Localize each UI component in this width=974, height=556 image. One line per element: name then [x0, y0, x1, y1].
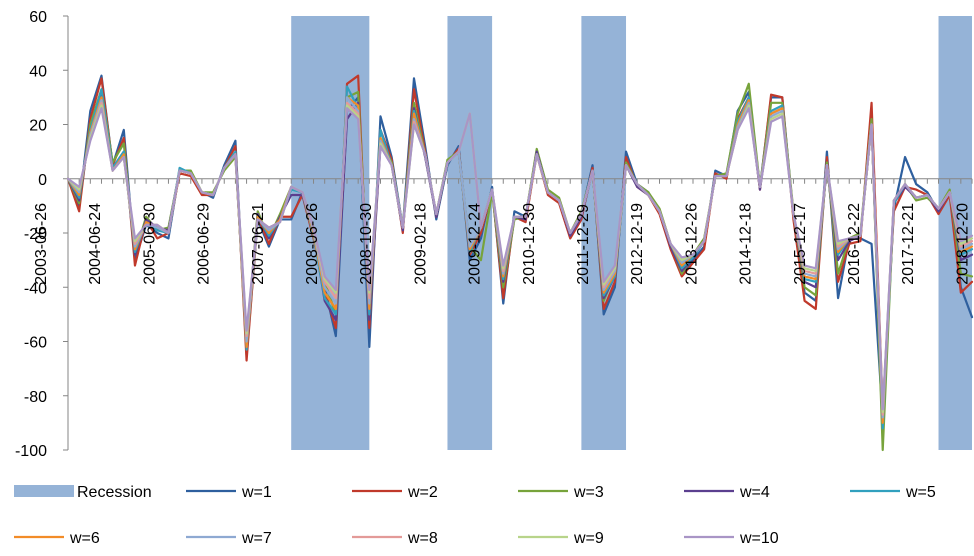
- y-tick-label: -100: [15, 443, 47, 460]
- legend-label-w10: w=10: [739, 530, 779, 547]
- x-tick-label: 2016-12-22: [846, 203, 863, 285]
- y-tick-label: 0: [38, 172, 47, 189]
- series-line-w10: [66, 107, 974, 411]
- y-tick-label: -40: [24, 280, 47, 297]
- x-tick-label: 2018-12-20: [954, 203, 971, 285]
- x-tick-label: 2006-06-29: [196, 203, 213, 285]
- x-tick-label: 2003-06-26: [33, 203, 50, 285]
- x-tick-label: 2012-12-19: [629, 203, 646, 285]
- legend: Recession w=1 w=2 w=3 w=4 w=5 w=6 w=7 w=8 w=9 w=10: [14, 484, 936, 547]
- series-lines: [66, 74, 974, 452]
- y-tick-label: 20: [29, 118, 47, 135]
- y-tick-label: -80: [24, 389, 47, 406]
- legend-label-w5: w=5: [905, 484, 936, 501]
- x-tick-label: 2015-12-17: [792, 203, 809, 285]
- y-tick-label: -20: [24, 226, 47, 243]
- x-tick-label: 2008-10-30: [358, 203, 375, 285]
- legend-label-w2: w=2: [407, 484, 438, 501]
- legend-label-recession: Recession: [77, 484, 152, 501]
- x-tick-label: 2004-06-24: [87, 203, 104, 285]
- y-tick-label: -60: [24, 335, 47, 352]
- legend-label-w8: w=8: [407, 530, 438, 547]
- legend-label-w1: w=1: [241, 484, 272, 501]
- x-tick-label: 2007-06-21: [250, 203, 267, 285]
- x-tick-label: 2008-06-26: [304, 203, 321, 285]
- y-tick-labels: 60 40 20 0 -20 -40 -60 -80 -100: [15, 9, 47, 460]
- recession-band: [291, 16, 370, 450]
- legend-label-w3: w=3: [573, 484, 604, 501]
- x-tick-label: 2005-06-30: [141, 203, 158, 285]
- x-tick-label: 2014-12-18: [738, 203, 755, 285]
- y-tick-label: 40: [29, 63, 47, 80]
- x-tick-label: 2011-12-29: [575, 204, 592, 285]
- legend-label-w4: w=4: [739, 484, 770, 501]
- x-tick-label: 2010-12-30: [521, 203, 538, 285]
- legend-label-w6: w=6: [69, 530, 100, 547]
- x-tick-label: 2017-12-21: [900, 203, 917, 285]
- y-tick-label: 60: [29, 9, 47, 26]
- legend-label-w7: w=7: [241, 530, 272, 547]
- legend-swatch-recession: [14, 485, 74, 497]
- x-tick-labels: 2003-06-26 2004-06-24 2005-06-30 2006-06-29…: [33, 203, 971, 285]
- x-tick-label: 2009-12-24: [467, 203, 484, 285]
- x-tick-label: 2013-12-26: [683, 203, 700, 285]
- legend-label-w9: w=9: [573, 530, 604, 547]
- x-tick-label: 2009-02-18: [412, 203, 429, 285]
